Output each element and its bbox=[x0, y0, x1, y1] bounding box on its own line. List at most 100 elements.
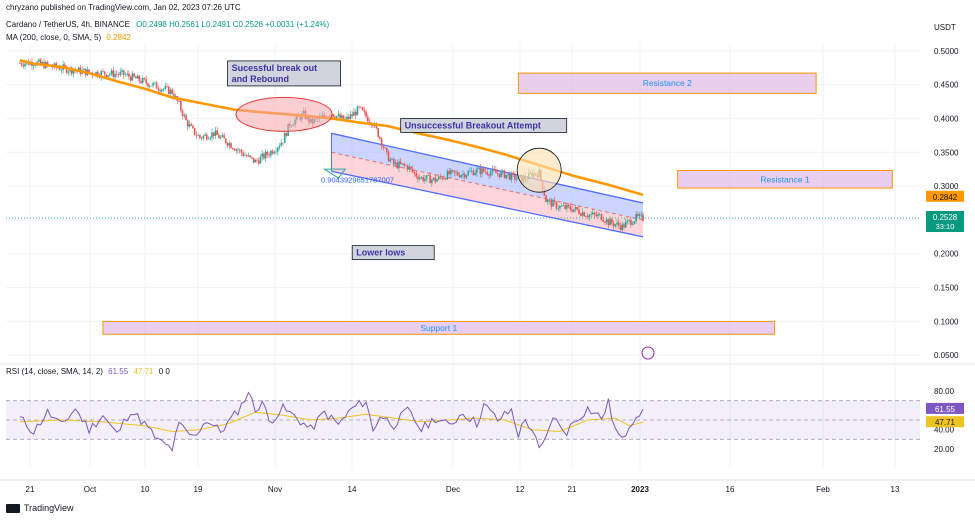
candle-body bbox=[418, 177, 421, 180]
candle-body bbox=[358, 106, 360, 108]
candle-body bbox=[83, 68, 85, 71]
candle-body bbox=[148, 85, 151, 87]
candle-body bbox=[218, 134, 220, 139]
rsi-tick-label: 80.00 bbox=[934, 387, 955, 396]
ma-value: 0.2842 bbox=[106, 33, 131, 42]
candle-body bbox=[595, 214, 598, 217]
candle-body bbox=[621, 224, 624, 231]
candle-body bbox=[479, 167, 482, 175]
candle-body bbox=[242, 152, 244, 156]
candle-body bbox=[164, 86, 167, 89]
candle-body bbox=[190, 124, 193, 126]
rsi-line bbox=[19, 391, 644, 453]
candle-body bbox=[22, 64, 25, 67]
ohlc-values: O0.2498 H0.2561 L0.2491 C0.2528 +0.0031 … bbox=[136, 20, 330, 29]
candle-body bbox=[434, 177, 437, 182]
candle-body bbox=[605, 219, 608, 223]
candle-body bbox=[472, 170, 475, 176]
candle-body bbox=[65, 66, 68, 73]
candle-body bbox=[283, 133, 286, 144]
annotation-text: Sucessful break out bbox=[232, 63, 318, 73]
candle-body bbox=[24, 63, 26, 67]
candle-body bbox=[450, 169, 452, 175]
zone-box bbox=[517, 72, 817, 94]
candle-body bbox=[429, 175, 431, 184]
ma-price-tag bbox=[926, 190, 964, 202]
candle-body bbox=[256, 159, 258, 161]
channel-lower-fill bbox=[331, 152, 644, 237]
candle-body bbox=[154, 82, 156, 84]
time-tick-label: 21 bbox=[568, 485, 577, 494]
candle-body bbox=[576, 207, 579, 210]
candle-body bbox=[384, 147, 386, 149]
candle-body bbox=[278, 145, 281, 148]
candle-body bbox=[147, 83, 149, 87]
candle-body bbox=[214, 130, 217, 137]
symbol-title: Cardano / TetherUS, 4h, BINANCE bbox=[6, 20, 130, 29]
candle-body bbox=[583, 212, 585, 217]
candle-body bbox=[124, 74, 127, 76]
price-tick-label: 0.0500 bbox=[934, 351, 959, 360]
candle-body bbox=[500, 171, 502, 178]
candle-body bbox=[463, 173, 466, 178]
candle-body bbox=[586, 216, 589, 218]
candle-body bbox=[346, 116, 348, 120]
candle-body bbox=[510, 172, 513, 180]
candle-body bbox=[105, 74, 108, 77]
candle-body bbox=[543, 189, 546, 196]
candle-body bbox=[88, 69, 90, 73]
candle-body bbox=[207, 138, 210, 140]
tradingview-brand: TradingView bbox=[24, 503, 74, 513]
candle-body bbox=[604, 221, 606, 223]
candle-body bbox=[552, 200, 554, 207]
price-tick-label: 0.1000 bbox=[934, 317, 959, 326]
candle-body bbox=[572, 209, 575, 212]
candle-body bbox=[514, 173, 516, 180]
price-tick-label: 0.4500 bbox=[934, 81, 959, 90]
candle-body bbox=[247, 155, 250, 157]
candle-body bbox=[612, 223, 615, 227]
candle-body bbox=[630, 219, 632, 225]
candle-body bbox=[578, 209, 580, 214]
candle-body bbox=[457, 172, 459, 176]
candle-body bbox=[626, 220, 629, 223]
candle-body bbox=[197, 134, 199, 136]
candle-body bbox=[166, 86, 168, 87]
candle-body bbox=[588, 214, 591, 218]
tradingview-logo[interactable]: TradingView bbox=[6, 503, 74, 513]
candle-body bbox=[282, 142, 284, 144]
candle-body bbox=[114, 73, 116, 77]
candle-body bbox=[377, 128, 379, 137]
candle-body bbox=[515, 178, 518, 180]
candle-body bbox=[600, 214, 603, 220]
candle-body bbox=[640, 214, 643, 216]
candle-body bbox=[140, 80, 142, 83]
candle-body bbox=[619, 225, 622, 231]
rsi-value-tag-label: 61.55 bbox=[935, 405, 956, 414]
candle-body bbox=[617, 222, 620, 226]
time-tick-label: 13 bbox=[891, 485, 900, 494]
time-tick-label: 10 bbox=[141, 485, 150, 494]
candle-body bbox=[64, 64, 66, 67]
candle-body bbox=[363, 110, 366, 112]
candle-body bbox=[372, 125, 374, 127]
candle-body bbox=[398, 161, 400, 169]
candle-body bbox=[349, 114, 352, 119]
candle-body bbox=[270, 150, 272, 156]
candle-body bbox=[389, 159, 392, 162]
candle-body bbox=[192, 125, 194, 129]
candle-body bbox=[77, 67, 80, 71]
candle-body bbox=[444, 178, 447, 180]
candle-body bbox=[633, 221, 636, 224]
breakout-circle bbox=[516, 147, 562, 193]
candle-body bbox=[585, 216, 587, 217]
candle-body bbox=[425, 175, 428, 179]
candle-body bbox=[150, 85, 153, 87]
candle-body bbox=[356, 106, 359, 116]
candle-body bbox=[143, 77, 146, 80]
candle-body bbox=[502, 170, 504, 172]
candle-body bbox=[339, 114, 341, 118]
candle-body bbox=[131, 73, 134, 81]
